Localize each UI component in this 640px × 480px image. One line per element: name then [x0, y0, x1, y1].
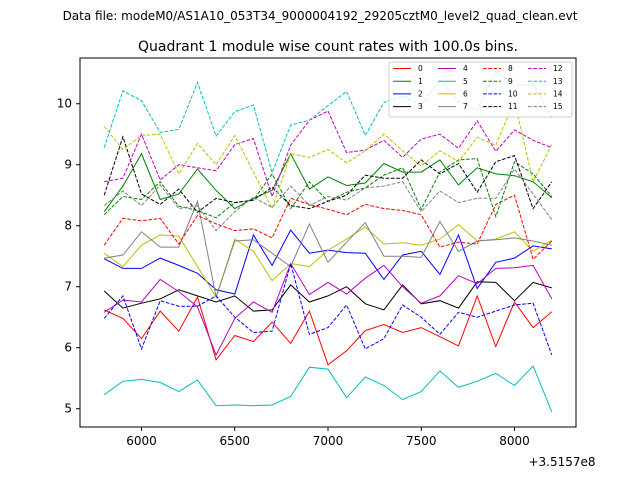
series-line-8: [103, 194, 553, 261]
legend-label-9: 9: [508, 77, 513, 86]
axes: 6000 6500 7000 7500 8000 5 6 7 8 9 10: [57, 97, 530, 448]
series-line-4: [103, 262, 553, 357]
series-line-7: [104, 199, 552, 300]
legend-label-13: 13: [553, 77, 563, 86]
legend-label-1: 1: [418, 77, 423, 86]
series-line-5: [103, 365, 553, 412]
y-tick-label: 9: [64, 158, 72, 172]
legend-label-0: 0: [418, 64, 423, 73]
x-offset-label: +3.5157e8: [528, 455, 595, 469]
series-line-11: [103, 135, 553, 213]
y-tick-label: 7: [64, 280, 72, 294]
legend-label-14: 14: [553, 90, 563, 99]
legend-label-5: 5: [463, 77, 468, 86]
series-line-12: [104, 110, 552, 199]
x-tick-label: 7000: [313, 434, 344, 448]
legend-label-8: 8: [508, 64, 513, 73]
legend-label-7: 7: [463, 102, 468, 111]
legend-label-15: 15: [553, 102, 563, 111]
series-line-10: [103, 261, 553, 356]
y-tick-label: 10: [57, 97, 72, 111]
series-line-0: [103, 294, 553, 366]
series-line-14: [103, 99, 553, 210]
series-line-1: [103, 152, 553, 212]
y-tick-label: 5: [64, 402, 72, 416]
x-tick-label: 8000: [499, 434, 530, 448]
x-tick-label: 6500: [219, 434, 250, 448]
plot-lines: [103, 70, 553, 412]
series-line-15: [103, 168, 553, 232]
chart-title: Quadrant 1 module wise count rates with …: [138, 39, 518, 55]
x-tick-label: 7500: [406, 434, 437, 448]
suptitle: Data file: modeM0/AS1A10_053T34_90000041…: [63, 9, 578, 23]
x-tick-label: 6000: [126, 434, 157, 448]
legend-label-11: 11: [508, 102, 518, 111]
legend-label-6: 6: [463, 90, 468, 99]
series-line-3: [103, 281, 552, 312]
y-tick-label: 8: [64, 219, 72, 233]
legend-label-3: 3: [418, 102, 423, 111]
legend-box: [388, 61, 573, 118]
legend-label-2: 2: [418, 90, 423, 99]
legend-label-12: 12: [553, 64, 563, 73]
legend-label-10: 10: [508, 90, 518, 99]
legend-label-4: 4: [463, 64, 468, 73]
y-tick-label: 6: [64, 341, 72, 355]
